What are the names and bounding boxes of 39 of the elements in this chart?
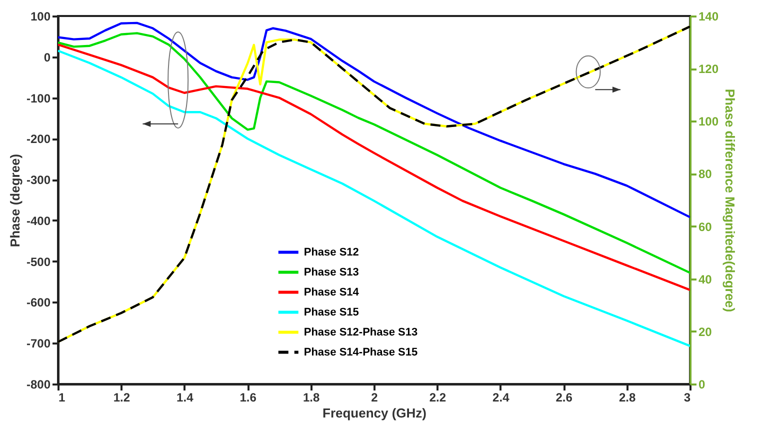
y2-tick-label: 40 [698, 272, 712, 286]
x-tick-label: 2.8 [618, 390, 636, 404]
y2-tick-label: 120 [698, 62, 719, 76]
y-tick-label: -100 [26, 91, 51, 106]
y-tick-label: -500 [26, 254, 51, 269]
legend-label: Phase S14 [304, 286, 360, 298]
y-tick-label: 0 [44, 50, 51, 64]
legend-label: Phase S12-Phase S13 [304, 326, 418, 338]
y2-axis-title: Phase difference Magnitede(degree) [722, 88, 738, 312]
y-tick-label: -200 [26, 132, 51, 146]
x-tick-label: 1.4 [176, 390, 194, 404]
y-tick-label: -800 [26, 378, 51, 392]
x-tick-label: 2.2 [429, 390, 446, 404]
legend-label: Phase S12 [304, 246, 359, 258]
x-tick-label: 2 [371, 390, 378, 404]
y2-tick-label: 20 [698, 324, 712, 339]
line-series [58, 22, 690, 218]
y2-tick-label: 0 [698, 378, 706, 392]
y2-tick-label: 80 [698, 167, 712, 182]
y-axis-title: Phase (degree) [7, 154, 22, 248]
x-axis-title: Frequency (GHz) [322, 406, 427, 420]
y-tick-label: -600 [26, 296, 51, 310]
y2-tick-label: 140 [698, 10, 719, 24]
y2-tick-label: 100 [698, 114, 719, 129]
x-tick-label: 1.8 [302, 390, 320, 404]
y2-tick-label: 60 [698, 220, 712, 234]
x-tick-label: 1.2 [113, 390, 130, 404]
legend-label: Phase S15 [304, 306, 359, 318]
x-tick-label: 3 [684, 390, 691, 404]
y-tick-label: -700 [26, 336, 51, 351]
legend-label: Phase S14-Phase S15 [304, 346, 418, 358]
y-tick-label: -300 [26, 173, 51, 188]
x-tick-label: 1.6 [240, 390, 257, 404]
legend-label: Phase S13 [304, 266, 359, 278]
y-tick-label: -400 [26, 214, 51, 228]
x-tick-label: 2.6 [556, 390, 573, 404]
x-tick-label: 2.4 [492, 390, 510, 404]
x-tick-label: 1 [58, 390, 66, 404]
y-tick-label: 100 [30, 10, 51, 24]
